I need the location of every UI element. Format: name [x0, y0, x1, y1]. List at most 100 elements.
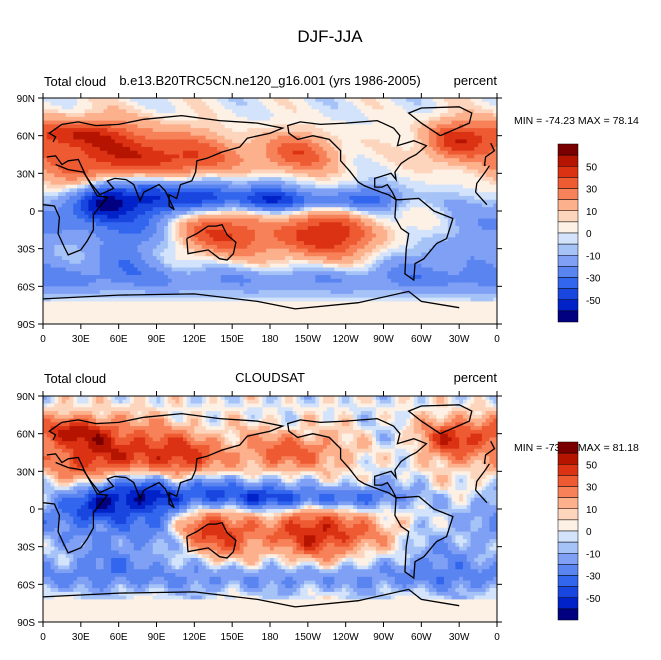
heatmap-cell [239, 98, 244, 103]
heatmap-cell [65, 169, 70, 174]
heatmap-cell [262, 218, 267, 223]
heatmap-cell [171, 146, 176, 152]
heatmap-cell [235, 241, 241, 246]
heatmap-cell [205, 169, 210, 174]
heatmap-cell [232, 128, 237, 133]
heatmap-cell [470, 169, 475, 174]
heatmap-cell [118, 116, 123, 121]
heatmap-cell [167, 113, 173, 118]
heatmap-cell [432, 214, 437, 219]
heatmap-cell [300, 173, 305, 178]
heatmap-cell [413, 169, 418, 174]
heatmap-cell [160, 101, 165, 106]
heatmap-cell [58, 98, 63, 103]
heatmap-cell [92, 131, 97, 137]
heatmap-cell [387, 154, 392, 159]
heatmap-cell [311, 139, 316, 144]
heatmap-cell [421, 222, 426, 227]
heatmap-cell [398, 248, 403, 253]
heatmap-cell [243, 116, 248, 121]
heatmap-cell [156, 214, 161, 219]
heatmap-cell [182, 177, 188, 182]
heatmap-cell [406, 241, 411, 246]
heatmap-cell [300, 109, 305, 114]
heatmap-cell [406, 158, 411, 163]
heatmap-cell [288, 226, 294, 231]
heatmap-cell [152, 165, 157, 170]
heatmap-cell [406, 162, 411, 167]
heatmap-cell [285, 150, 290, 155]
heatmap-cell [466, 195, 471, 201]
heatmap-cell [413, 192, 418, 197]
heatmap-cell [126, 101, 131, 106]
heatmap-cell [288, 244, 294, 250]
heatmap-cell [330, 173, 335, 178]
heatmap-cell [46, 184, 51, 189]
heatmap-cell [436, 154, 441, 159]
heatmap-cell [137, 162, 142, 167]
heatmap-cell [111, 214, 116, 219]
heatmap-cell [409, 180, 415, 186]
heatmap-cell [330, 146, 335, 152]
heatmap-cell [201, 180, 207, 186]
heatmap-cell [186, 169, 191, 174]
heatmap-cell [182, 244, 188, 250]
heatmap-cell [201, 199, 207, 204]
heatmap-cell [262, 188, 267, 193]
heatmap-cell [474, 162, 479, 167]
heatmap-cell [322, 192, 328, 197]
heatmap-cell [141, 229, 146, 234]
heatmap-cell [61, 237, 67, 242]
heatmap-cell [194, 199, 199, 204]
heatmap-cell [69, 203, 74, 208]
heatmap-cell [428, 211, 434, 216]
heatmap-cell [315, 98, 320, 103]
heatmap-cell [270, 154, 275, 159]
heatmap-cell [296, 226, 301, 231]
heatmap-cell [334, 173, 339, 178]
heatmap-cell [80, 195, 86, 201]
heatmap-cell [205, 214, 210, 219]
heatmap-cell [213, 173, 218, 178]
heatmap-cell [266, 252, 271, 257]
heatmap-cell [160, 169, 165, 174]
heatmap-cell [345, 135, 350, 140]
heatmap-cell [451, 241, 456, 246]
heatmap-cell [444, 113, 449, 118]
heatmap-cell [190, 188, 195, 193]
heatmap-cell [167, 241, 173, 246]
heatmap-cell [232, 116, 237, 121]
heatmap-cell [69, 211, 74, 216]
heatmap-cell [406, 203, 411, 208]
heatmap-cell [489, 116, 494, 121]
heatmap-cell [254, 192, 260, 197]
heatmap-cell [205, 162, 210, 167]
heatmap-cell [353, 188, 358, 193]
heatmap-cell [92, 218, 97, 223]
heatmap-cell [133, 252, 138, 257]
heatmap-cell [54, 101, 59, 106]
heatmap-cell [254, 218, 260, 223]
heatmap-cell [402, 169, 407, 174]
heatmap-cell [182, 226, 188, 231]
heatmap-cell [141, 177, 146, 182]
heatmap-cell [217, 195, 222, 201]
heatmap-cell [232, 195, 237, 201]
heatmap-cell [179, 237, 184, 242]
heatmap-cell [84, 124, 89, 129]
heatmap-cell [258, 154, 263, 159]
heatmap-cell [466, 158, 471, 163]
heatmap-cell [254, 165, 260, 170]
heatmap-cell [84, 177, 89, 182]
heatmap-cell [330, 124, 335, 129]
heatmap-cell [462, 101, 468, 106]
heatmap-cell [182, 252, 188, 257]
heatmap-cell [425, 192, 430, 197]
heatmap-cell [258, 184, 263, 189]
heatmap-cell [451, 116, 456, 121]
heatmap-cell [387, 241, 392, 246]
heatmap-cell [190, 244, 195, 250]
heatmap-cell [436, 233, 441, 238]
heatmap-cell [43, 248, 48, 253]
heatmap-cell [190, 113, 195, 118]
